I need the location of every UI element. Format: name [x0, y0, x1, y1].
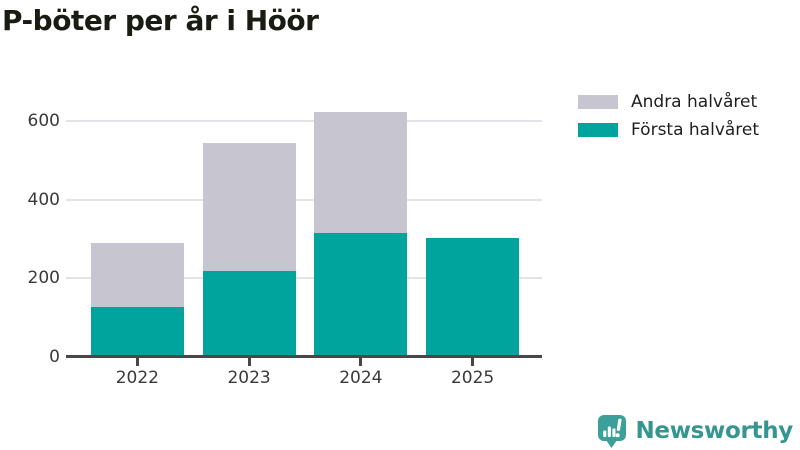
newsworthy-logo[interactable]: Newsworthy — [597, 413, 793, 449]
x-axis-line — [66, 355, 542, 358]
x-axis-label-2025: 2025 — [450, 368, 495, 388]
x-axis-label-2024: 2024 — [339, 368, 383, 388]
legend-label: Första halvåret — [631, 120, 760, 140]
x-axis-tick-2025 — [471, 357, 475, 366]
bar-2025-f-rsta-halv-ret[interactable] — [426, 237, 520, 357]
gridline-600 — [66, 120, 542, 122]
x-axis-label-2023: 2023 — [227, 368, 271, 388]
chart-title: P-böter per år i Höör — [2, 4, 319, 37]
bar-2023-andra-halv-ret[interactable] — [202, 142, 296, 271]
x-axis-tick-2023 — [247, 357, 251, 366]
newsworthy-bar-chart-bubble-icon — [598, 415, 627, 448]
legend-item-forsta-halvaret[interactable]: Första halvåret — [578, 116, 759, 144]
gridline-200 — [66, 277, 542, 279]
x-axis-tick-2024 — [359, 357, 363, 366]
x-axis-tick-2022 — [135, 357, 139, 366]
y-axis-label-400: 400 — [27, 189, 60, 210]
bar-2023-f-rsta-halv-ret[interactable] — [202, 270, 296, 357]
legend-swatch — [578, 95, 618, 109]
bar-2022-f-rsta-halv-ret[interactable] — [90, 306, 184, 357]
bar-2022-andra-halv-ret[interactable] — [90, 243, 184, 307]
bar-2024-andra-halv-ret[interactable] — [314, 111, 408, 234]
y-axis-label-600: 600 — [27, 111, 60, 131]
newsworthy-wordmark: Newsworthy — [635, 418, 793, 444]
legend-item-andra-halvaret[interactable]: Andra halvåret — [578, 88, 759, 116]
chart-legend: Andra halvåret Första halvåret — [578, 88, 759, 144]
legend-swatch — [578, 123, 618, 137]
y-axis-label-0: 0 — [49, 346, 60, 367]
bar-2024-f-rsta-halv-ret[interactable] — [314, 233, 408, 357]
x-axis-label-2022: 2022 — [115, 368, 159, 388]
gridline-400 — [66, 198, 542, 201]
legend-label: Andra halvåret — [631, 92, 758, 112]
y-axis-label-200: 200 — [27, 268, 60, 288]
